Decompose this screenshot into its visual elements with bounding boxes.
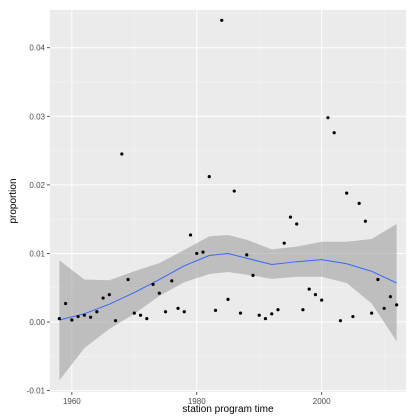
data-point [376, 277, 380, 282]
data-point [351, 314, 355, 319]
data-point [113, 319, 118, 323]
data-point [345, 191, 349, 195]
y-axis-title: proportion [8, 178, 19, 223]
data-point [276, 308, 280, 312]
y-tick-label: -0.01 [27, 387, 46, 396]
smooth-line [59, 252, 397, 321]
data-point [163, 310, 168, 314]
data-point [82, 313, 86, 317]
y-tick-label: 0.04 [29, 44, 45, 53]
data-point [251, 273, 255, 278]
data-point [151, 282, 155, 286]
confidence-ribbon [59, 223, 397, 381]
data-points [57, 18, 399, 323]
data-point [126, 277, 130, 282]
data-point [157, 291, 161, 295]
y-tick-label: 0.03 [29, 112, 45, 121]
data-point [120, 152, 124, 156]
data-point [263, 317, 268, 321]
data-point [270, 312, 274, 316]
data-point [238, 311, 243, 315]
data-point [307, 287, 311, 291]
data-point [70, 318, 74, 322]
data-point [101, 296, 105, 300]
data-point [320, 298, 324, 302]
data-point [220, 18, 224, 22]
data-point [245, 253, 249, 257]
data-point [170, 279, 174, 283]
data-point [188, 233, 193, 237]
x-axis-ticks: 1960 1980 2000 [63, 392, 331, 406]
data-point [89, 315, 93, 319]
y-tick-label: 0.02 [29, 181, 45, 190]
data-point [57, 317, 61, 321]
data-point [213, 308, 218, 312]
data-point [257, 313, 261, 317]
data-point [363, 219, 367, 223]
data-point [132, 311, 136, 315]
data-point [326, 116, 330, 120]
data-point [226, 297, 230, 302]
minor-gridlines [50, 10, 406, 392]
data-point [95, 310, 99, 314]
data-point [338, 319, 343, 323]
data-point [182, 310, 186, 314]
data-point [301, 308, 305, 312]
data-point [288, 215, 293, 219]
data-point [313, 293, 318, 297]
data-point [107, 293, 111, 297]
data-point [176, 306, 180, 310]
data-point [370, 311, 374, 315]
data-point [282, 241, 286, 245]
y-axis-ticks: -0.01 0.00 0.01 0.02 0.03 0.04 [27, 44, 50, 396]
y-tick-label: 0.00 [29, 318, 45, 327]
data-point [64, 301, 68, 306]
x-axis-title: station program time [182, 404, 274, 415]
y-tick-label: 0.01 [29, 249, 45, 258]
data-point [207, 175, 211, 179]
data-point [201, 250, 205, 254]
data-point [382, 306, 386, 310]
data-point [332, 131, 336, 135]
data-point [295, 222, 299, 226]
x-tick-label: 1980 [188, 397, 206, 406]
x-tick-label: 2000 [313, 397, 331, 406]
plot-panel [50, 10, 406, 392]
data-point [195, 251, 199, 256]
data-point [232, 189, 236, 193]
data-point [138, 313, 143, 317]
data-point [145, 317, 149, 321]
data-point [388, 295, 392, 299]
x-tick-label: 1960 [63, 397, 81, 406]
data-point [357, 201, 361, 205]
data-point [76, 314, 80, 319]
data-point [395, 303, 399, 307]
